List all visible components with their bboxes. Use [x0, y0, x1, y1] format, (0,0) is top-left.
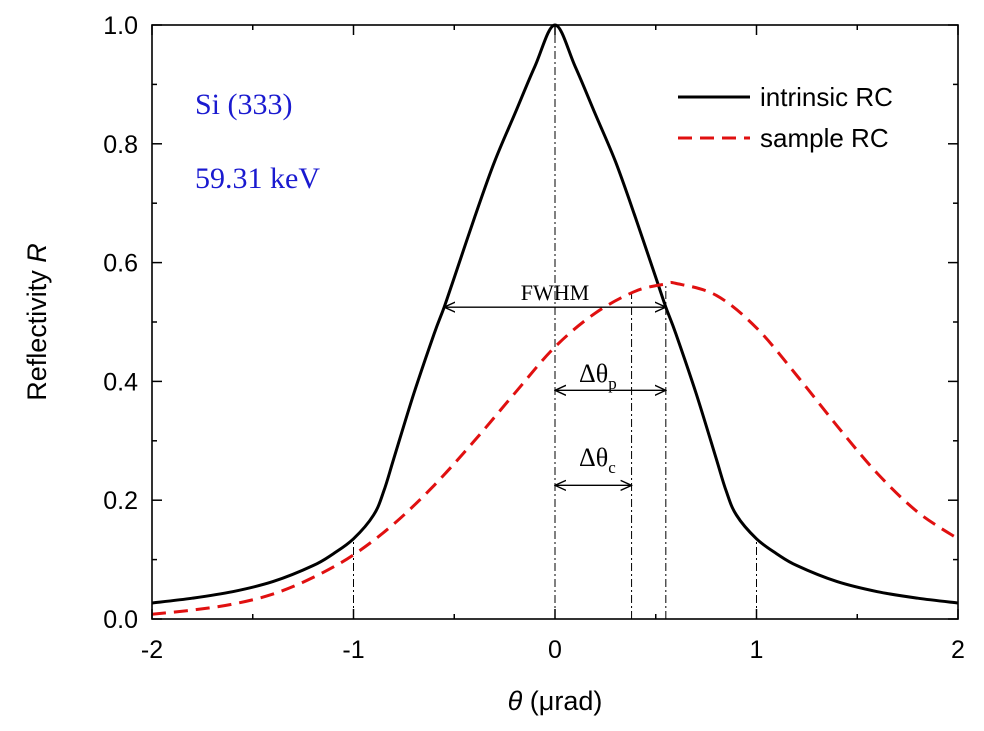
x-tick-label: -1 [342, 636, 364, 664]
x-axis-symbol: θ [508, 686, 523, 716]
delta-c-sub: c [608, 458, 616, 477]
fwhm-label: FWHM [521, 280, 589, 305]
y-axis-text: Reflectivity [22, 263, 52, 401]
y-axis-symbol: R [22, 243, 52, 263]
y-tick-label: 1.0 [103, 12, 138, 40]
guide-lines [353, 25, 757, 619]
delta-c-base: Δθ [579, 443, 608, 472]
x-tick-label: 1 [750, 636, 764, 664]
x-tick-label: 2 [951, 636, 965, 664]
legend-label-intrinsic: intrinsic RC [760, 82, 893, 112]
y-tick-label: 0.6 [103, 250, 138, 278]
y-tick-label: 0.2 [103, 487, 138, 515]
legend-label-sample: sample RC [760, 123, 889, 153]
energy-label: 59.31 keV [195, 162, 320, 195]
legend: intrinsic RC sample RC [678, 82, 893, 153]
delta-p-sub: p [608, 374, 617, 393]
x-tick-label: -2 [141, 636, 163, 664]
y-axis-label: Reflectivity R [22, 243, 52, 401]
delta-p-label: Δθp [579, 359, 617, 393]
series-line-sample-rc [151, 280, 959, 616]
y-tick-label: 0.8 [103, 131, 138, 159]
delta-p-base: Δθ [579, 359, 608, 388]
y-tick-label: 0.4 [103, 368, 138, 396]
x-axis-label: θ (μrad) [508, 686, 603, 716]
delta-c-label: Δθc [579, 443, 616, 477]
x-tick-label: 0 [548, 636, 562, 664]
x-axis-unit: (μrad) [522, 686, 602, 716]
material-label: Si (333) [195, 88, 293, 121]
ticks-layer: -2 -1 0 1 2 0.0 0.2 0.4 0.6 0.8 1.0 [103, 12, 965, 664]
arrows-layer [444, 307, 666, 485]
plot-frame [151, 24, 959, 620]
y-tick-label: 0.0 [103, 606, 138, 634]
